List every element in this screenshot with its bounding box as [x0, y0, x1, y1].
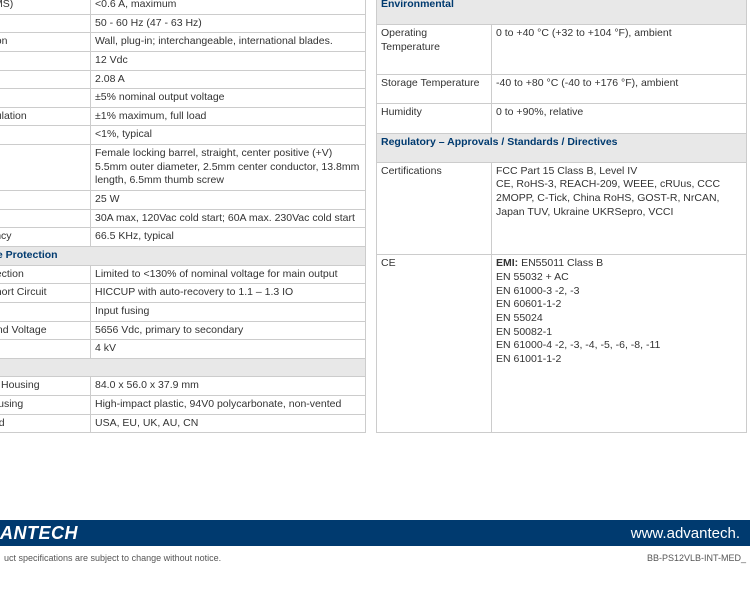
section-header: tion / Surge Protection — [0, 246, 366, 265]
table-row: des IncludedUSA, EU, UK, AU, CN — [0, 414, 366, 433]
table-row: Frequency50 - 60 Hz (47 - 63 Hz) — [0, 14, 366, 33]
spec-label: Current (RMS) — [0, 0, 91, 14]
table-row: CertificationsFCC Part 15 Class B, Level… — [377, 162, 747, 255]
table-row: CEEMI: EN55011 Class BEN 55032 + ACEN 61… — [377, 255, 747, 433]
table-row: Storage Temperature-40 to +80 °C (-40 to… — [377, 75, 747, 104]
spec-value: 25 W — [91, 191, 366, 210]
section-header: anical — [0, 358, 366, 377]
spec-value: 0 to +90%, relative — [492, 104, 747, 133]
spec-value: 5656 Vdc, primary to secondary — [91, 321, 366, 340]
brand-logo: ANTECH — [0, 523, 78, 544]
spec-label: tric Withstand Voltage — [0, 321, 91, 340]
spec-label: Plug — [0, 145, 91, 191]
table-row: al, Main HousingHigh-impact plastic, 94V… — [0, 396, 366, 415]
spec-label: oltage Protection — [0, 265, 91, 284]
spec-label: CE — [377, 255, 492, 433]
table-row: Voltage12 Vdc — [0, 51, 366, 70]
spec-value: USA, EU, UK, AU, CN — [91, 414, 366, 433]
spec-value: Wall, plug-in; interchangeable, internat… — [91, 33, 366, 52]
table-row: on4 kV — [0, 340, 366, 359]
spec-value: Limited to <130% of nominal voltage for … — [91, 265, 366, 284]
spec-table-right: EnvironmentalOperating Temperature0 to +… — [376, 0, 747, 433]
table-row: Current (RMS)<0.6 A, maximum — [0, 0, 366, 14]
spec-value: 30A max, 120Vac cold start; 60A max. 230… — [91, 209, 366, 228]
spec-label: Humidity — [377, 104, 492, 133]
table-row: Range25 W — [0, 191, 366, 210]
table-row: n Current30A max, 120Vac cold start; 60A… — [0, 209, 366, 228]
table-row: tric Withstand Voltage5656 Vdc, primary … — [0, 321, 366, 340]
spec-value: FCC Part 15 Class B, Level IV CE, RoHS-3… — [492, 162, 747, 255]
part-number: BB-PS12VLB-INT-MED_ — [647, 553, 746, 563]
table-row: Current2.08 A — [0, 70, 366, 89]
table-row: Operating Temperature0 to +40 °C (+32 to… — [377, 25, 747, 75]
spec-table-left: Current (RMS)<0.6 A, maximumFrequency50 … — [0, 0, 366, 433]
spec-label: Current — [0, 70, 91, 89]
table-row: oltage Regulation±1% maximum, full load — [0, 107, 366, 126]
spec-value: 4 kV — [91, 340, 366, 359]
table-row: Humidity0 to +90%, relative — [377, 104, 747, 133]
spec-label: Frequency — [0, 14, 91, 33]
spec-value: ±1% maximum, full load — [91, 107, 366, 126]
spec-label: on — [0, 340, 91, 359]
spec-label: oltage Regulation — [0, 107, 91, 126]
spec-value: EMI: EN55011 Class BEN 55032 + ACEN 6100… — [492, 255, 747, 433]
spec-value: 84.0 x 56.0 x 37.9 mm — [91, 377, 366, 396]
footer-sub: uct specifications are subject to change… — [0, 553, 750, 563]
spec-label: ing Frequency — [0, 228, 91, 247]
spec-label: Configuration — [0, 33, 91, 52]
spec-label: sions, Main Housing — [0, 377, 91, 396]
section-header: Environmental — [377, 0, 747, 25]
spec-value: High-impact plastic, 94V0 polycarbonate,… — [91, 396, 366, 415]
section-header: Regulatory – Approvals / Standards / Dir… — [377, 133, 747, 162]
spec-value: <0.6 A, maximum — [91, 0, 366, 14]
spec-value: 12 Vdc — [91, 51, 366, 70]
spec-value: 66.5 KHz, typical — [91, 228, 366, 247]
spec-value: -40 to +80 °C (-40 to +176 °F), ambient — [492, 75, 747, 104]
table-row: Regulation±5% nominal output voltage — [0, 89, 366, 108]
spec-value: <1%, typical — [91, 126, 366, 145]
spec-label: des Included — [0, 414, 91, 433]
table-row: ProtectionInput fusing — [0, 302, 366, 321]
spec-label: Certifications — [377, 162, 492, 255]
spec-label: Current / Short Circuit — [0, 284, 91, 303]
spec-value: Female locking barrel, straight, center … — [91, 145, 366, 191]
spec-label: Ripple — [0, 126, 91, 145]
disclaimer-text: uct specifications are subject to change… — [4, 553, 221, 563]
spec-label: al, Main Housing — [0, 396, 91, 415]
spec-label: Regulation — [0, 89, 91, 108]
spec-label: Voltage — [0, 51, 91, 70]
spec-value: 0 to +40 °C (+32 to +104 °F), ambient — [492, 25, 747, 75]
table-row: Ripple<1%, typical — [0, 126, 366, 145]
spec-value: 2.08 A — [91, 70, 366, 89]
table-row: sions, Main Housing84.0 x 56.0 x 37.9 mm — [0, 377, 366, 396]
spec-value: Input fusing — [91, 302, 366, 321]
spec-label: n Current — [0, 209, 91, 228]
spec-label: Storage Temperature — [377, 75, 492, 104]
table-row: Current / Short CircuitHICCUP with auto-… — [0, 284, 366, 303]
spec-value: HICCUP with auto-recovery to 1.1 – 1.3 I… — [91, 284, 366, 303]
footer-bar: ANTECH www.advantech. — [0, 520, 750, 546]
spec-value: ±5% nominal output voltage — [91, 89, 366, 108]
table-row: oltage ProtectionLimited to <130% of nom… — [0, 265, 366, 284]
spec-label: Operating Temperature — [377, 25, 492, 75]
website-link[interactable]: www.advantech. — [631, 525, 740, 542]
table-row: ConfigurationWall, plug-in; interchangea… — [0, 33, 366, 52]
table-row: PlugFemale locking barrel, straight, cen… — [0, 145, 366, 191]
spec-value: 50 - 60 Hz (47 - 63 Hz) — [91, 14, 366, 33]
table-row: ing Frequency66.5 KHz, typical — [0, 228, 366, 247]
spec-label: Range — [0, 191, 91, 210]
spec-label: Protection — [0, 302, 91, 321]
